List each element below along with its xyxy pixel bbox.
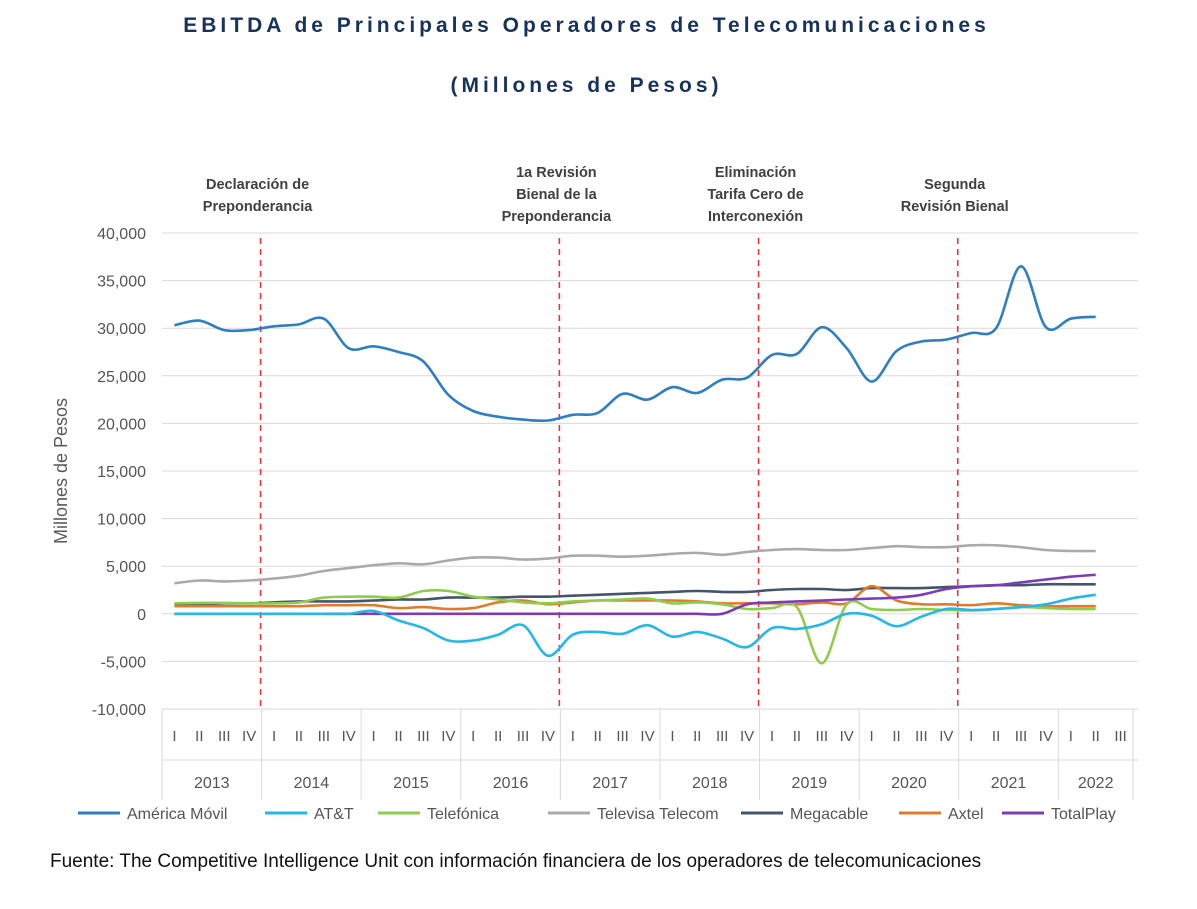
x-quarter-label: III [318, 728, 331, 745]
series-line-megacable [174, 582, 1096, 606]
x-year-label: 2022 [1078, 775, 1114, 792]
chart-title: EBITDA de Principales Operadores de Tele… [183, 14, 990, 37]
x-year-label: 2017 [592, 775, 628, 792]
event-label: Bienal de la [516, 187, 598, 203]
x-quarter-label: II [494, 728, 502, 745]
y-tick-label: 5,000 [106, 559, 146, 576]
y-tick-label: 20,000 [97, 416, 146, 433]
legend-label: Megacable [790, 806, 868, 823]
x-quarter-label: III [218, 728, 231, 745]
y-tick-label: 0 [137, 607, 146, 624]
x-year-label: 2021 [991, 775, 1027, 792]
x-quarter-label: I [471, 728, 475, 745]
legend-label: Televisa Telecom [597, 806, 719, 823]
series-line-axtel [174, 584, 1096, 611]
x-quarter-label: I [670, 728, 674, 745]
y-axis-label: Millones de Pesos [51, 398, 71, 544]
event-label: Declaración de [206, 177, 309, 193]
x-quarter-label: II [594, 728, 602, 745]
x-quarter-label: IV [441, 728, 455, 745]
x-quarter-label: IV [541, 728, 555, 745]
event-label: Preponderancia [203, 199, 314, 215]
chart-subtitle: (Millones de Pesos) [450, 74, 723, 97]
legend-label: AT&T [314, 806, 354, 823]
y-tick-label: 10,000 [97, 512, 146, 529]
event-label: Segunda [924, 177, 986, 193]
x-quarter-label: II [195, 728, 203, 745]
x-year-label: 2019 [792, 775, 828, 792]
y-tick-label: 30,000 [97, 321, 146, 338]
x-quarter-label: III [1114, 728, 1127, 745]
x-quarter-label: II [693, 728, 701, 745]
event-label: Preponderancia [502, 209, 613, 225]
x-quarter-label: IV [939, 728, 953, 745]
x-quarter-label: III [1015, 728, 1028, 745]
x-quarter-label: I [770, 728, 774, 745]
x-quarter-label: IV [342, 728, 356, 745]
y-tick-label: -10,000 [92, 702, 146, 719]
x-year-label: 2016 [493, 775, 529, 792]
source-note: Fuente: The Competitive Intelligence Uni… [50, 851, 982, 872]
x-year-label: 2018 [692, 775, 728, 792]
event-label: Tarifa Cero de [707, 187, 803, 203]
x-quarter-label: III [616, 728, 629, 745]
x-quarter-label: I [172, 728, 176, 745]
x-quarter-label: II [295, 728, 303, 745]
x-year-label: 2020 [891, 775, 927, 792]
event-label: Revisión Bienal [901, 199, 1009, 215]
series-line-am-rica-m-vil [174, 264, 1096, 423]
x-quarter-label: III [915, 728, 928, 745]
legend-label: Telefónica [427, 806, 499, 823]
x-quarter-label: IV [242, 728, 256, 745]
x-quarter-label: I [571, 728, 575, 745]
x-year-label: 2015 [393, 775, 429, 792]
x-quarter-label: II [892, 728, 900, 745]
event-label: Eliminación [715, 165, 796, 181]
x-quarter-label: I [372, 728, 376, 745]
y-tick-label: 35,000 [97, 274, 146, 291]
x-quarter-label: II [394, 728, 402, 745]
x-quarter-label: III [816, 728, 829, 745]
x-quarter-label: IV [640, 728, 654, 745]
y-tick-label: 40,000 [97, 226, 146, 243]
y-tick-label: -5,000 [101, 654, 146, 671]
legend-label: América Móvil [127, 806, 227, 823]
y-tick-label: 25,000 [97, 369, 146, 386]
x-quarter-label: IV [1039, 728, 1053, 745]
series-line-at-t [174, 593, 1096, 657]
ebitda-line-chart: -10,000 -5,000 0 5,000 10,000 15,000 20,000 25,… [51, 165, 1138, 823]
x-quarter-label: I [1069, 728, 1073, 745]
x-quarter-label: II [1092, 728, 1100, 745]
x-quarter-label: III [716, 728, 729, 745]
x-quarter-label: III [517, 728, 530, 745]
x-quarter-label: II [992, 728, 1000, 745]
x-quarter-label: I [870, 728, 874, 745]
x-quarter-label: III [417, 728, 430, 745]
legend-label: TotalPlay [1051, 806, 1116, 823]
event-label: Interconexión [708, 209, 803, 225]
x-quarter-label: II [793, 728, 801, 745]
legend-label: Axtel [948, 806, 984, 823]
x-quarter-label: I [969, 728, 973, 745]
x-quarter-label: IV [840, 728, 854, 745]
x-quarter-label: I [272, 728, 276, 745]
x-year-label: 2013 [194, 775, 230, 792]
x-quarter-label: IV [740, 728, 754, 745]
event-label: 1a Revisión [516, 165, 597, 181]
series-line-televisa-telecom [174, 543, 1096, 585]
x-year-label: 2014 [294, 775, 330, 792]
y-tick-label: 15,000 [97, 464, 146, 481]
